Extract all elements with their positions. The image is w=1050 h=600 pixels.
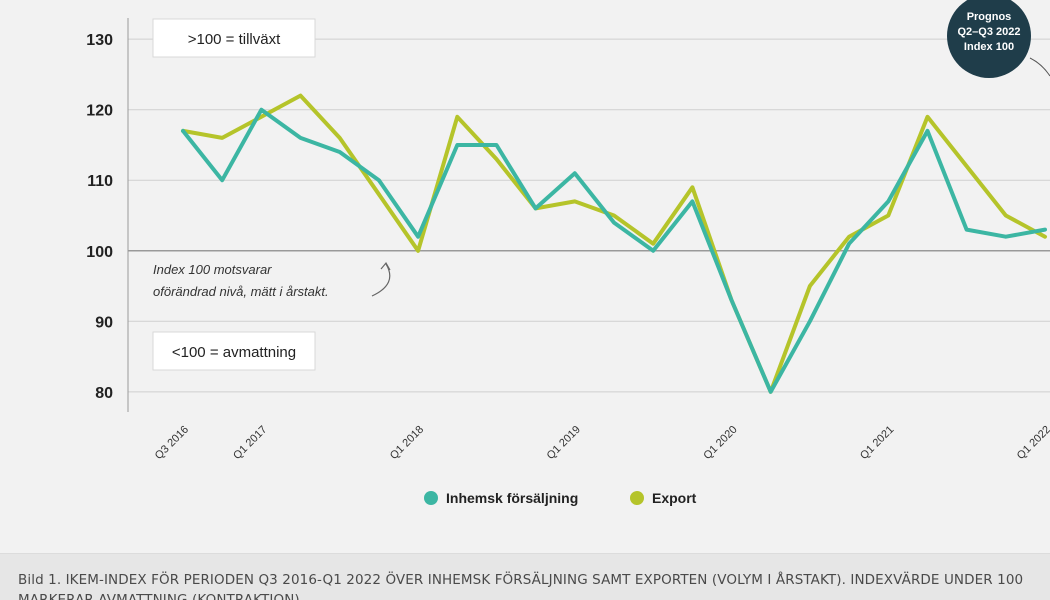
slowdown-annotation-text: <100 = avmattning xyxy=(172,344,296,361)
x-tick-label: Q3 2016 xyxy=(153,424,191,462)
series-line-inhemsk xyxy=(181,107,1047,394)
chart-area: >100 = tillväxt <100 = avmattning Index … xyxy=(86,0,1050,506)
figure-caption: Bild 1. IKEM-INDEX FÖR PERIODEN Q3 2016-… xyxy=(0,553,1050,600)
y-tick-label-100: 100 xyxy=(86,244,113,261)
legend-item-export[interactable]: Export xyxy=(630,490,697,506)
legend-marker-export xyxy=(630,491,644,505)
forecast-line-1: Prognos xyxy=(967,11,1012,23)
x-tick-label: Q1 2021 xyxy=(858,424,896,462)
y-tick-label-80: 80 xyxy=(95,385,113,402)
x-tick-label: Q1 2019 xyxy=(545,424,583,462)
y-tick-label-110: 110 xyxy=(87,173,113,190)
y-tick-labels: 80 90 100 110 120 130 xyxy=(86,32,113,402)
legend: Inhemsk försäljning Export xyxy=(424,490,697,506)
y-tick-label-130: 130 xyxy=(86,32,113,49)
forecast-line-3: Index 100 xyxy=(964,41,1014,53)
y-tick-label-120: 120 xyxy=(86,103,113,120)
legend-marker-inhemsk xyxy=(424,491,438,505)
legend-label-inhemsk: Inhemsk försäljning xyxy=(446,490,578,506)
growth-annotation: >100 = tillväxt xyxy=(152,18,316,58)
x-tick-label: Q1 2018 xyxy=(388,424,426,462)
x-tick-label: Q1 2017 xyxy=(231,424,269,462)
index-note-line-2: oförändrad nivå, mätt i årstakt. xyxy=(153,284,329,299)
forecast-badge: Prognos Q2–Q3 2022 Index 100 xyxy=(947,0,1050,78)
line-chart: >100 = tillväxt <100 = avmattning Index … xyxy=(86,0,1050,506)
forecast-pointer xyxy=(1029,57,1050,77)
slowdown-annotation: <100 = avmattning xyxy=(152,331,316,371)
forecast-line-2: Q2–Q3 2022 xyxy=(958,26,1021,38)
legend-label-export: Export xyxy=(652,490,697,506)
series-line-export xyxy=(181,93,1047,394)
legend-item-inhemsk[interactable]: Inhemsk försäljning xyxy=(424,490,578,506)
growth-annotation-text: >100 = tillväxt xyxy=(188,31,281,48)
arrow-head-icon xyxy=(380,261,391,271)
curved-arrow-icon xyxy=(371,263,391,297)
x-tick-labels: Q3 2016 Q1 2017 Q1 2018 Q1 2019 Q1 2020 Q1 20… xyxy=(153,424,1050,462)
index-note-line-1: Index 100 motsvarar xyxy=(153,262,272,277)
y-tick-label-90: 90 xyxy=(95,314,113,331)
series-layer xyxy=(181,93,1047,394)
figure-caption-text: Bild 1. IKEM-INDEX FÖR PERIODEN Q3 2016-… xyxy=(18,572,1024,600)
x-tick-label: Q1 2020 xyxy=(701,424,739,462)
x-tick-label: Q1 2022 xyxy=(1015,424,1050,462)
